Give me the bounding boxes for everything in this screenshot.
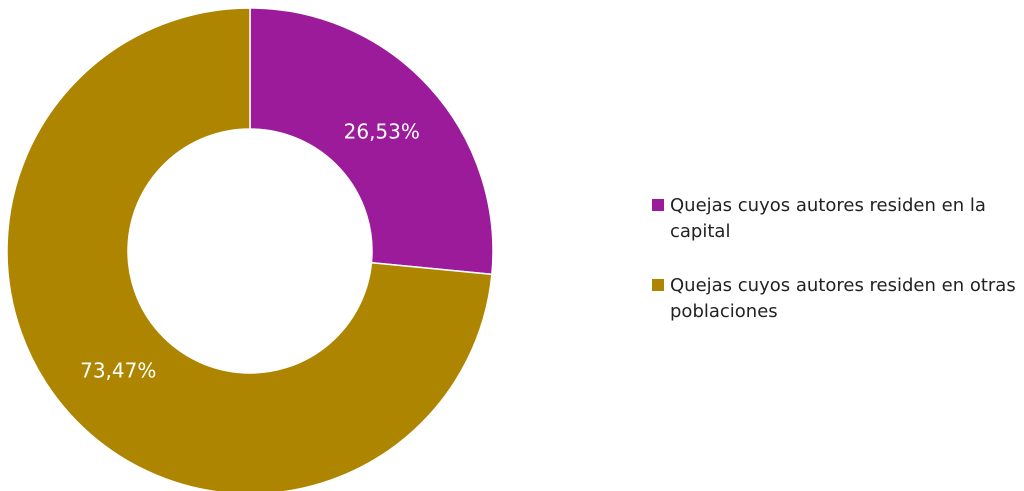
- legend-swatch-capital: [652, 199, 664, 211]
- legend-label-capital: Quejas cuyos autores residen en la capit…: [670, 195, 986, 242]
- data-label-otras-poblaciones: 73,47%: [80, 359, 156, 383]
- legend-item-otras-poblaciones: Quejas cuyos autores residen en otras po…: [652, 273, 1024, 325]
- legend-item-capital: Quejas cuyos autores residen en la capit…: [652, 193, 1024, 245]
- donut-slice-capital: [249, 7, 494, 276]
- legend-swatch-otras-poblaciones: [652, 279, 664, 291]
- data-label-capital: 26,53%: [344, 119, 420, 143]
- legend-label-otras-poblaciones: Quejas cuyos autores residen en otras po…: [670, 275, 1016, 322]
- legend: Quejas cuyos autores residen en la capit…: [652, 193, 1024, 353]
